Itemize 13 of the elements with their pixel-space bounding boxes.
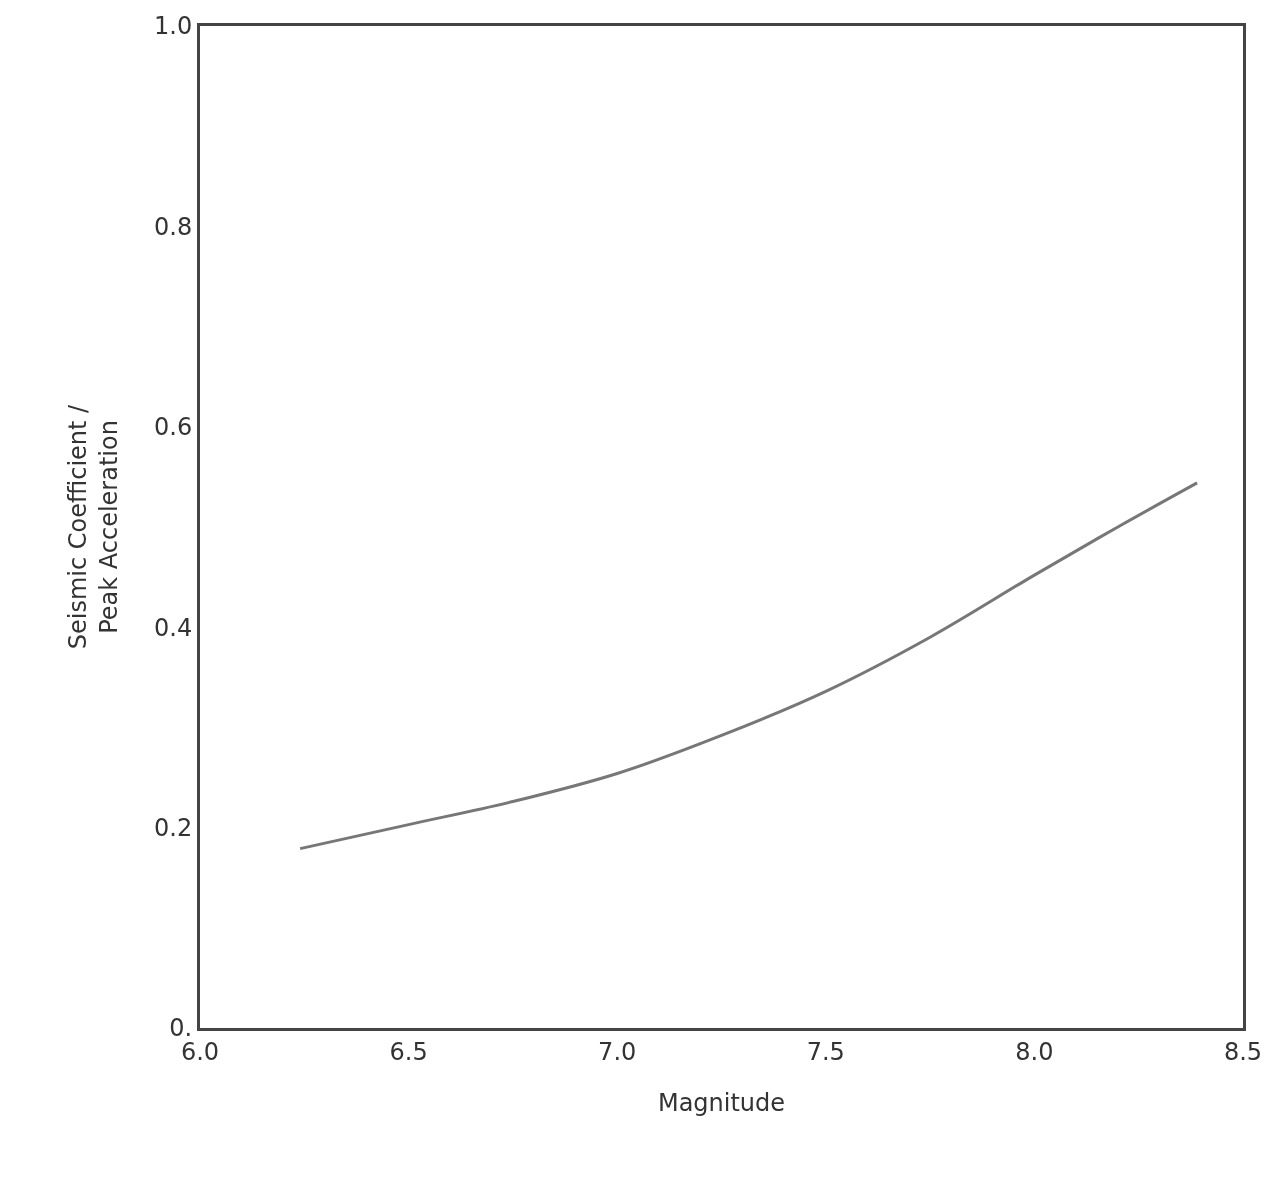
x-tick-label: 7.0 [598, 1037, 637, 1066]
y-tick-label: 0.4 [154, 613, 193, 642]
x-tick-label: 8.0 [1015, 1037, 1054, 1066]
y-tick-label: 0.6 [154, 413, 193, 442]
x-tick-label: 7.5 [806, 1037, 845, 1066]
y-tick-label: 1.0 [154, 12, 193, 41]
y-tick-label: 0.2 [154, 814, 193, 842]
y-tick-label: 0.8 [154, 212, 193, 241]
x-tick-label: 8.5 [1223, 1037, 1263, 1066]
y-axis-title: Seismic Coefficient / Peak Acceleration [63, 403, 124, 650]
line-series [298, 481, 1199, 851]
x-axis-title: Magnitude [657, 1089, 786, 1118]
x-tick-label: 6.5 [389, 1037, 428, 1066]
